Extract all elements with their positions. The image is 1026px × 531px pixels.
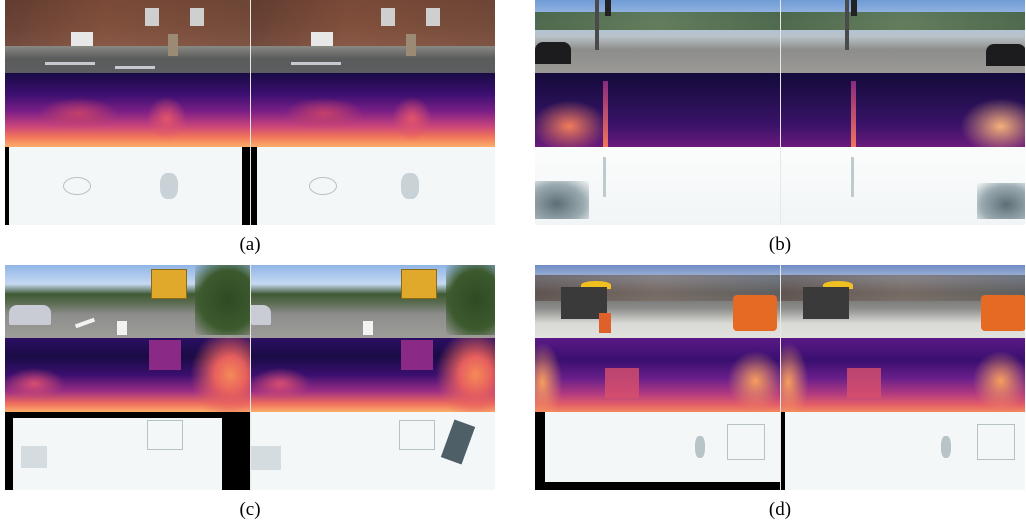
rgb-image-right (779, 265, 1025, 338)
depth-map-right (249, 338, 495, 412)
caption-b: (b) (768, 234, 792, 255)
depth-map-right (779, 338, 1025, 412)
depth-map-right (779, 73, 1025, 147)
rgb-image-left (5, 265, 250, 338)
rgb-row (5, 0, 495, 73)
confidence-map-left (5, 412, 250, 490)
caption-d: (d) (768, 499, 792, 520)
confidence-row (535, 412, 1025, 490)
rgb-row (535, 0, 1025, 73)
confidence-map-right (779, 412, 1025, 490)
panel-a (5, 0, 495, 225)
confidence-row (535, 147, 1025, 225)
depth-map-left (535, 338, 780, 412)
depth-row (535, 338, 1025, 412)
rgb-row (5, 265, 495, 338)
depth-row (5, 73, 495, 147)
rgb-image-left (535, 265, 780, 338)
caption-c: (c) (239, 499, 261, 520)
depth-map-left (535, 73, 780, 147)
depth-map-right (249, 73, 495, 147)
confidence-map-right (249, 412, 495, 490)
confidence-row (5, 147, 495, 225)
confidence-map-right (779, 147, 1025, 225)
rgb-row (535, 265, 1025, 338)
confidence-map-left (535, 147, 780, 225)
confidence-map-left (535, 412, 780, 490)
depth-row (5, 338, 495, 412)
confidence-map-left (5, 147, 250, 225)
rgb-image-right (249, 0, 495, 73)
panel-c (5, 265, 495, 490)
depth-map-left (5, 73, 250, 147)
confidence-row (5, 412, 495, 490)
panel-b (535, 0, 1025, 225)
depth-row (535, 73, 1025, 147)
caption-a: (a) (239, 234, 261, 255)
panel-d (535, 265, 1025, 490)
rgb-image-left (535, 0, 780, 73)
rgb-image-left (5, 0, 250, 73)
confidence-map-right (249, 147, 495, 225)
depth-map-left (5, 338, 250, 412)
rgb-image-right (249, 265, 495, 338)
rgb-image-right (779, 0, 1025, 73)
